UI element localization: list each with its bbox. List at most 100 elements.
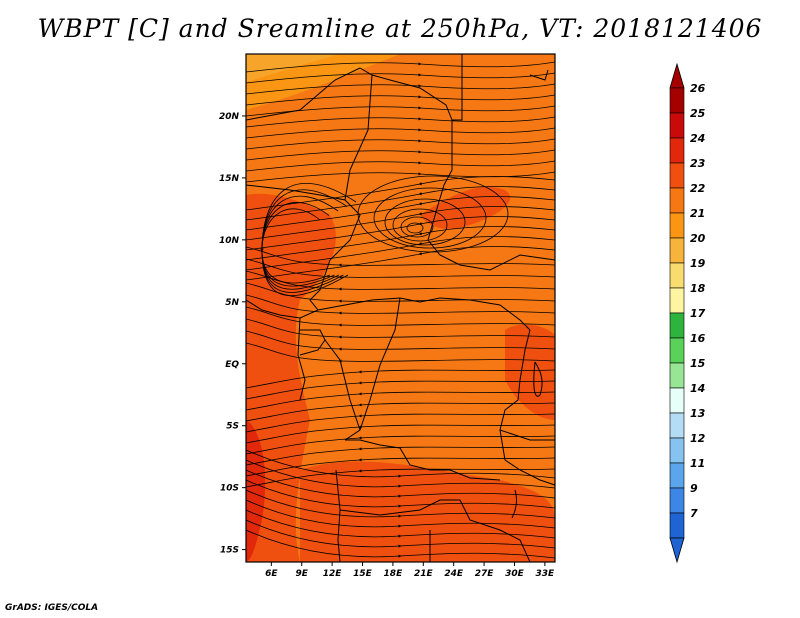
streamline (246, 369, 555, 389)
lat-tick-label: 15N (219, 174, 240, 184)
streamline (246, 138, 555, 150)
colorbar-label: 11 (690, 457, 705, 470)
colorbar-segment (669, 462, 685, 489)
colorbar-segment (669, 212, 685, 239)
streamline (246, 236, 555, 271)
colorbar-label: 25 (690, 107, 706, 120)
lat-tick-label: 10S (220, 484, 239, 494)
colorbar-segment (669, 312, 685, 339)
streamline (246, 457, 555, 477)
colorbar-top-arrow (669, 62, 685, 89)
streamline (246, 196, 555, 231)
colorbar-label: 17 (690, 307, 706, 320)
colorbar-label: 14 (690, 382, 705, 395)
colorbar-label: 12 (690, 432, 706, 445)
streamline (246, 186, 555, 221)
streamline (246, 391, 555, 411)
colorbar-bottom-arrow (669, 537, 685, 564)
colorbar-label: 15 (690, 357, 706, 370)
streamline (246, 449, 555, 479)
colorbar-segment (669, 137, 685, 164)
streamline (246, 206, 555, 241)
streamline (246, 489, 555, 519)
streamlines (246, 61, 555, 559)
colorbar-segment (669, 87, 685, 114)
streamline (246, 413, 555, 433)
colorbar-label: 9 (690, 482, 698, 495)
colorbar-segment (669, 187, 685, 214)
lat-tick-label: 5S (226, 422, 239, 432)
streamline (246, 380, 555, 400)
lat-tick-label: 20N (219, 112, 240, 122)
map-frame (245, 53, 556, 563)
streamline (246, 127, 555, 139)
streamline (246, 83, 555, 95)
streamline (246, 149, 555, 161)
colorbar-label: 22 (690, 182, 706, 195)
streamline (246, 529, 555, 559)
streamline (246, 519, 555, 549)
colorbar-segment (669, 262, 685, 289)
colorbar-label: 23 (690, 157, 706, 170)
lon-tick-label: 9E (296, 569, 309, 579)
colorbar-segment (669, 237, 685, 264)
streamline (246, 402, 555, 422)
lon-tick-label: 18E (384, 569, 404, 579)
lat-tick-label: 5N (225, 298, 239, 308)
streamline (246, 176, 555, 211)
colorbar-segment (669, 287, 685, 314)
streamline (246, 330, 555, 351)
streamline (246, 160, 555, 172)
chart-title: WBPT [C] and Sreamline at 250hPa, VT: 20… (37, 14, 763, 43)
colorbar: 26 25 24 23 22 21 20 19 18 17 16 15 14 13 12 11 9 7 (669, 62, 706, 564)
streamline (260, 183, 357, 297)
grads-credit: GrADS: IGES/COLA (5, 603, 99, 613)
streamline (246, 469, 555, 499)
colorbar-label: 18 (690, 282, 706, 295)
streamline (246, 479, 555, 509)
field-hot-sw (246, 420, 266, 562)
streamline (246, 72, 555, 84)
map-panel (246, 54, 555, 562)
lat-tick-label: EQ (225, 360, 239, 370)
streamline (246, 499, 555, 529)
streamline (246, 342, 555, 363)
colorbar-segment (669, 412, 685, 439)
colorbar-label: 16 (690, 332, 706, 345)
streamline (246, 294, 555, 315)
streamline (246, 318, 555, 339)
lat-tick-label: 15S (220, 546, 239, 556)
lat-tick-label: 10N (219, 236, 240, 246)
colorbar-segment (669, 162, 685, 189)
lon-tick-label: 30E (505, 569, 525, 579)
country-borders (246, 54, 555, 562)
streamline (246, 270, 555, 291)
colorbar-segment (669, 387, 685, 414)
axis-ticks: 20N 15N 10N 5N EQ 5S 10S 15S 6E 9E 12E 15E 18E 21E 24E… (219, 112, 555, 579)
streamline (246, 171, 555, 183)
streamline (246, 258, 555, 279)
streamline (246, 306, 555, 327)
colorbar-label: 13 (690, 407, 706, 420)
streamline (246, 468, 555, 488)
streamline (246, 246, 555, 267)
colorbar-segment (669, 437, 685, 464)
colorbar-segment (669, 112, 685, 139)
lon-tick-label: 15E (353, 569, 373, 579)
streamline (246, 459, 555, 489)
lon-tick-label: 6E (265, 569, 278, 579)
colorbar-label: 19 (690, 257, 706, 270)
colorbar-segment (669, 487, 685, 514)
lon-tick-label: 27E (475, 569, 495, 579)
field-cool-corner (246, 54, 340, 82)
lon-tick-label: 21E (414, 569, 434, 579)
colorbar-label: 24 (690, 132, 705, 145)
lon-tick-label: 12E (323, 569, 343, 579)
vortex (357, 175, 509, 253)
streamline (246, 116, 555, 128)
colorbar-segment (669, 512, 685, 539)
colorbar-segment (669, 362, 685, 389)
lon-tick-label: 33E (536, 569, 556, 579)
colorbar-label: 21 (690, 207, 705, 220)
streamline (246, 446, 555, 466)
